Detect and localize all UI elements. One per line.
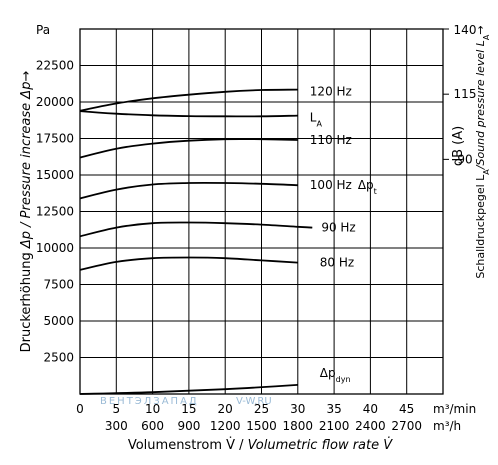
series-curve <box>79 256 298 271</box>
y-tick-label: 15000 <box>36 168 74 182</box>
x-tick-label: 25 <box>254 402 269 416</box>
y-tick-label: 2500 <box>43 351 74 365</box>
x-tick-label: 20 <box>218 402 233 416</box>
left-axis-unit: Pa <box>36 23 50 37</box>
x-axis-unit-primary: m³/min <box>433 402 476 416</box>
series-label: LA <box>310 111 323 129</box>
plot-frame <box>79 28 444 395</box>
right-axis-unit: dB (A) <box>451 126 466 166</box>
series-label: 90 Hz <box>321 221 355 235</box>
x-tick-label: 40 <box>363 402 378 416</box>
y-tick-label: 12500 <box>36 205 74 219</box>
y-tick-label: 7500 <box>43 278 74 292</box>
x-tick-label: 0 <box>76 402 84 416</box>
x-tick-label: 5 <box>112 402 120 416</box>
grid-lines <box>80 29 443 394</box>
x-tick-label: 10 <box>145 402 160 416</box>
series-label: 80 Hz <box>320 256 354 270</box>
watermark-url: V-W.RU <box>236 396 272 407</box>
x-tick-label-secondary: 300 <box>105 419 128 433</box>
series-curve <box>79 384 298 395</box>
series-curve <box>79 138 298 159</box>
x-tick-label-secondary: 2100 <box>319 419 350 433</box>
y-tick-label: 10000 <box>36 241 74 255</box>
tick-labels: 2500500075001000012500150001750020000225… <box>36 28 477 433</box>
x-axis-unit-secondary: m³/h <box>433 419 461 433</box>
x-tick-label-secondary: 600 <box>141 419 164 433</box>
right-tick-label: 115 <box>454 87 477 101</box>
x-tick-label-secondary: 900 <box>177 419 200 433</box>
watermark: ВЕНТЭЛЗАПАД <box>100 396 199 407</box>
x-axis-title: Volumenstrom V̇ / Volumetric flow rate V… <box>128 438 393 453</box>
series-curve <box>79 181 298 200</box>
x-tick-label: 45 <box>399 402 414 416</box>
x-tick-label-secondary: 1200 <box>210 419 241 433</box>
series-curve <box>79 110 298 118</box>
y-tick-label: 22500 <box>36 59 74 73</box>
x-tick-label-secondary: 2400 <box>355 419 386 433</box>
series-label: 100 Hz Δpt <box>310 178 377 196</box>
series-label: 120 Hz <box>310 85 352 99</box>
series-curve <box>79 88 298 112</box>
curves: LA 120 Hz 110 Hz 100 Hz Δpt 90 Hz 80 Hz Δpdyn <box>79 85 377 395</box>
x-tick-label-secondary: 2700 <box>391 419 422 433</box>
series-label: 110 Hz <box>310 133 352 147</box>
series-curve <box>79 221 313 238</box>
x-tick-label: 35 <box>326 402 341 416</box>
left-axis-title: Druckerhöhung Δp / Pressure increase Δp→ <box>19 71 34 353</box>
right-axis-title: Schalldruckpegel LA/Sound pressure level… <box>474 25 491 278</box>
y-tick-label: 5000 <box>43 314 74 328</box>
x-tick-label-secondary: 1500 <box>246 419 277 433</box>
x-tick-label-secondary: 1800 <box>283 419 314 433</box>
y-tick-label: 17500 <box>36 132 74 146</box>
x-tick-label: 15 <box>181 402 196 416</box>
series-label: Δpdyn <box>320 366 351 384</box>
x-tick-label: 30 <box>290 402 305 416</box>
y-tick-label: 20000 <box>36 95 74 109</box>
right-tick-label: 90 <box>457 152 472 166</box>
right-axis-top-tick: 140 <box>454 23 477 37</box>
